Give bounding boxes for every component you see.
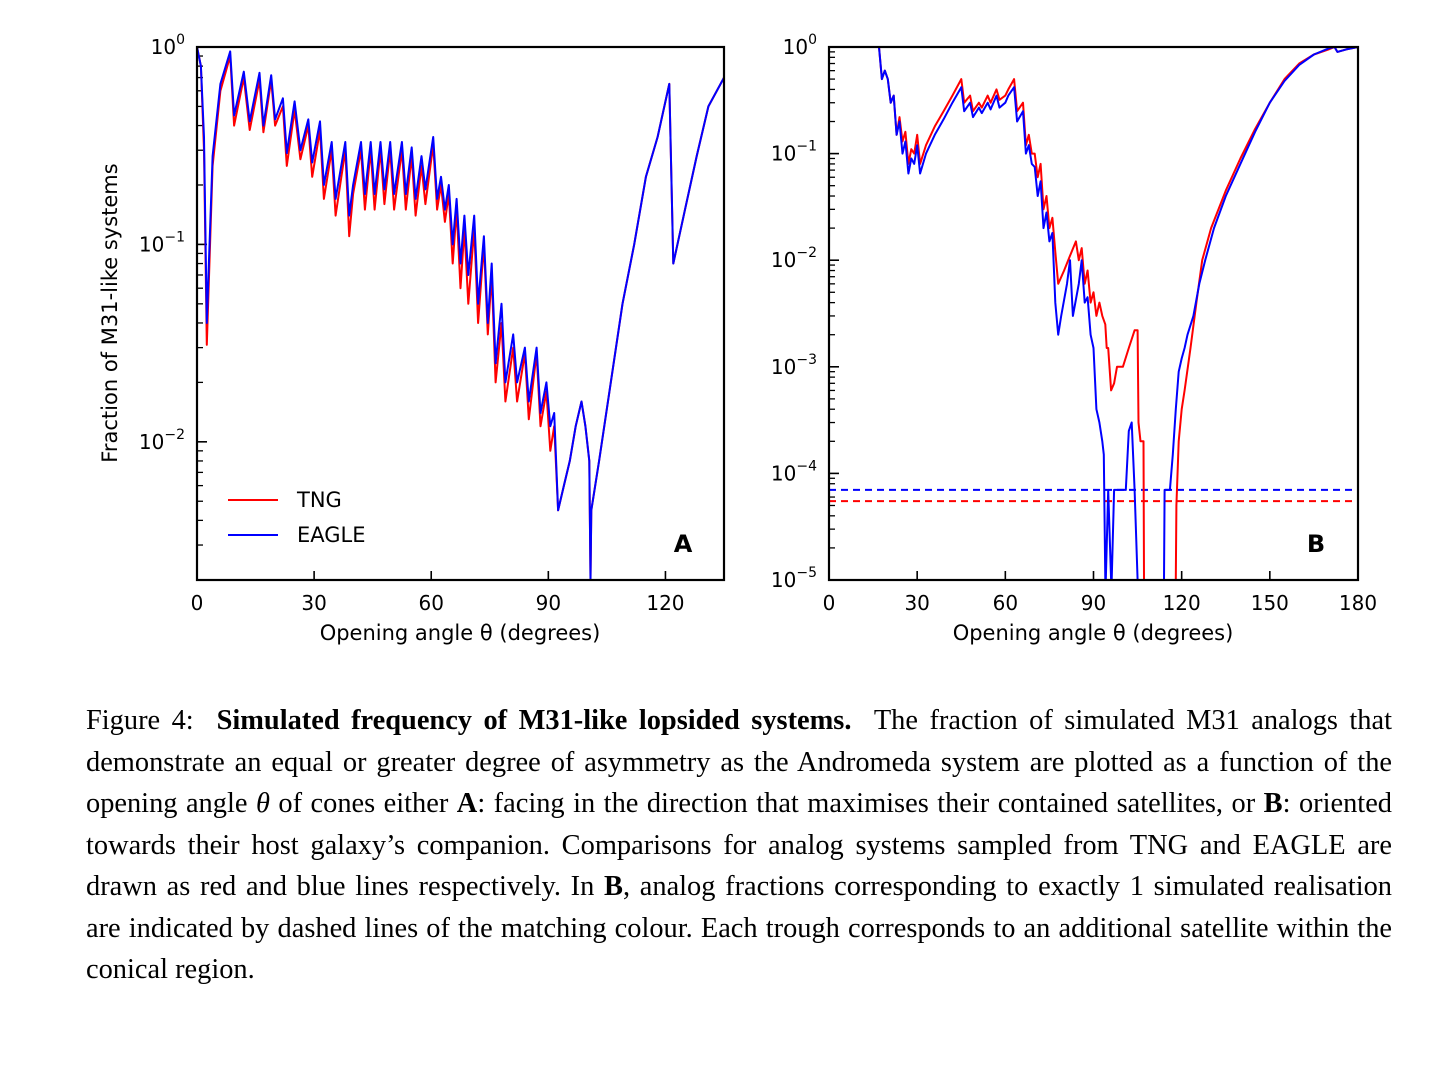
panel-a-y-tick-label: 10−1 [139, 229, 185, 256]
panel-a-x-tick-label: 0 [191, 591, 204, 615]
panel-b-y-tick-exp: −1 [796, 139, 817, 155]
panel-a-x-tick-label: 120 [646, 591, 684, 615]
legend: TNG EAGLE [228, 488, 366, 547]
caption-text-4: : oriented towards their host galaxy’s c… [86, 788, 1392, 902]
panel-b-series-tng [878, 46, 1145, 581]
panel-a-y-tick-base: 10 [139, 232, 164, 256]
panel-b-y-tick-base: 10 [771, 461, 796, 485]
panel-b-y-tick-exp: 0 [808, 32, 817, 48]
caption-text-1: The fraction of simulated M31 analogs th… [86, 705, 1392, 819]
panel-b: 0 30 60 90 120 150 18010010−110−210−310−410−5 … [771, 32, 1377, 645]
panel-b-x-tick-label: 60 [993, 591, 1018, 615]
panel-b-x-tick-label: 120 [1163, 591, 1201, 615]
panel-b-x-tick-label: 0 [823, 591, 836, 615]
panel-b-y-tick-exp: −4 [796, 458, 817, 474]
panel-a-x-axis-label: Opening angle θ (degrees) [320, 621, 601, 645]
panel-b-y-tick-base: 10 [771, 355, 796, 379]
panel-b-series-eagle [878, 46, 1139, 581]
panel-a-lines [196, 46, 725, 581]
caption-bold-a: A [456, 788, 478, 819]
panel-b-y-tick-exp: −2 [796, 245, 817, 261]
caption-bold-b: B [1263, 788, 1283, 819]
panel-b-y-tick-label: 10−3 [771, 352, 817, 379]
panel-a-y-tick-label: 100 [151, 32, 185, 59]
panel-a-x-tick-label: 30 [301, 591, 326, 615]
panel-b-frame [827, 45, 1360, 582]
panel-b-y-tick-base: 10 [771, 142, 796, 166]
panel-a-y-tick-base: 10 [151, 35, 176, 59]
panel-a-x-tick-label: 60 [418, 591, 443, 615]
panel-b-y-tick-label: 10−1 [771, 139, 817, 166]
caption-bold-b2: B [604, 871, 623, 902]
panel-a-y-tick-exp: −1 [164, 229, 185, 245]
panel-b-series-tng-right [1174, 46, 1359, 581]
panel-b-y-tick-label: 10−2 [771, 245, 817, 272]
panel-b-y-tick-exp: −5 [796, 565, 817, 581]
legend-label-eagle: EAGLE [297, 523, 366, 547]
panel-b-y-tick-label: 100 [783, 32, 817, 59]
panel-b-x-tick-label: 150 [1251, 591, 1289, 615]
panel-a-series-eagle [196, 46, 725, 581]
panel-b-y-tick-exp: −3 [796, 352, 817, 368]
panel-b-y-tick-base: 10 [771, 248, 796, 272]
caption-title: Simulated frequency of M31-like lopsided… [216, 705, 852, 736]
panel-b-y-tick-base: 10 [771, 568, 796, 592]
panel-b-y-tick-label: 10−5 [771, 565, 817, 592]
panel-b-letter: B [1307, 530, 1325, 558]
panel-a-x-tick-label: 90 [536, 591, 561, 615]
panel-a-frame [195, 45, 726, 582]
panel-a-y-tick-exp: 0 [176, 32, 185, 48]
panel-b-y-tick-label: 10−4 [771, 458, 817, 485]
caption-text-3: : facing in the direction that maximises… [477, 788, 1256, 819]
caption-label: Figure 4: [86, 705, 194, 736]
panel-b-lines [829, 46, 1359, 581]
legend-label-tng: TNG [296, 488, 342, 512]
panel-b-x-tick-label: 90 [1081, 591, 1106, 615]
caption-theta: θ [255, 788, 270, 819]
panel-b-series-eagle-right [1163, 46, 1359, 581]
panel-b-x-tick-label: 180 [1339, 591, 1377, 615]
caption-text-5: , analog fractions corresponding to exac… [86, 871, 1392, 985]
panel-b-x-tick-label: 30 [904, 591, 929, 615]
panel-a-y-axis-label: Fraction of M31-like systems [98, 163, 122, 462]
caption-text-2: of cones either [278, 788, 449, 819]
figure-caption: Figure 4: Simulated frequency of M31-lik… [86, 700, 1392, 991]
panel-a-y-tick-base: 10 [139, 430, 164, 454]
panel-b-x-axis-label: Opening angle θ (degrees) [953, 621, 1234, 645]
panel-a-y-tick-label: 10−2 [139, 427, 185, 454]
panel-a-letter: A [674, 530, 693, 558]
panel-b-y-tick-base: 10 [783, 35, 808, 59]
panel-a-y-tick-exp: −2 [164, 427, 185, 443]
